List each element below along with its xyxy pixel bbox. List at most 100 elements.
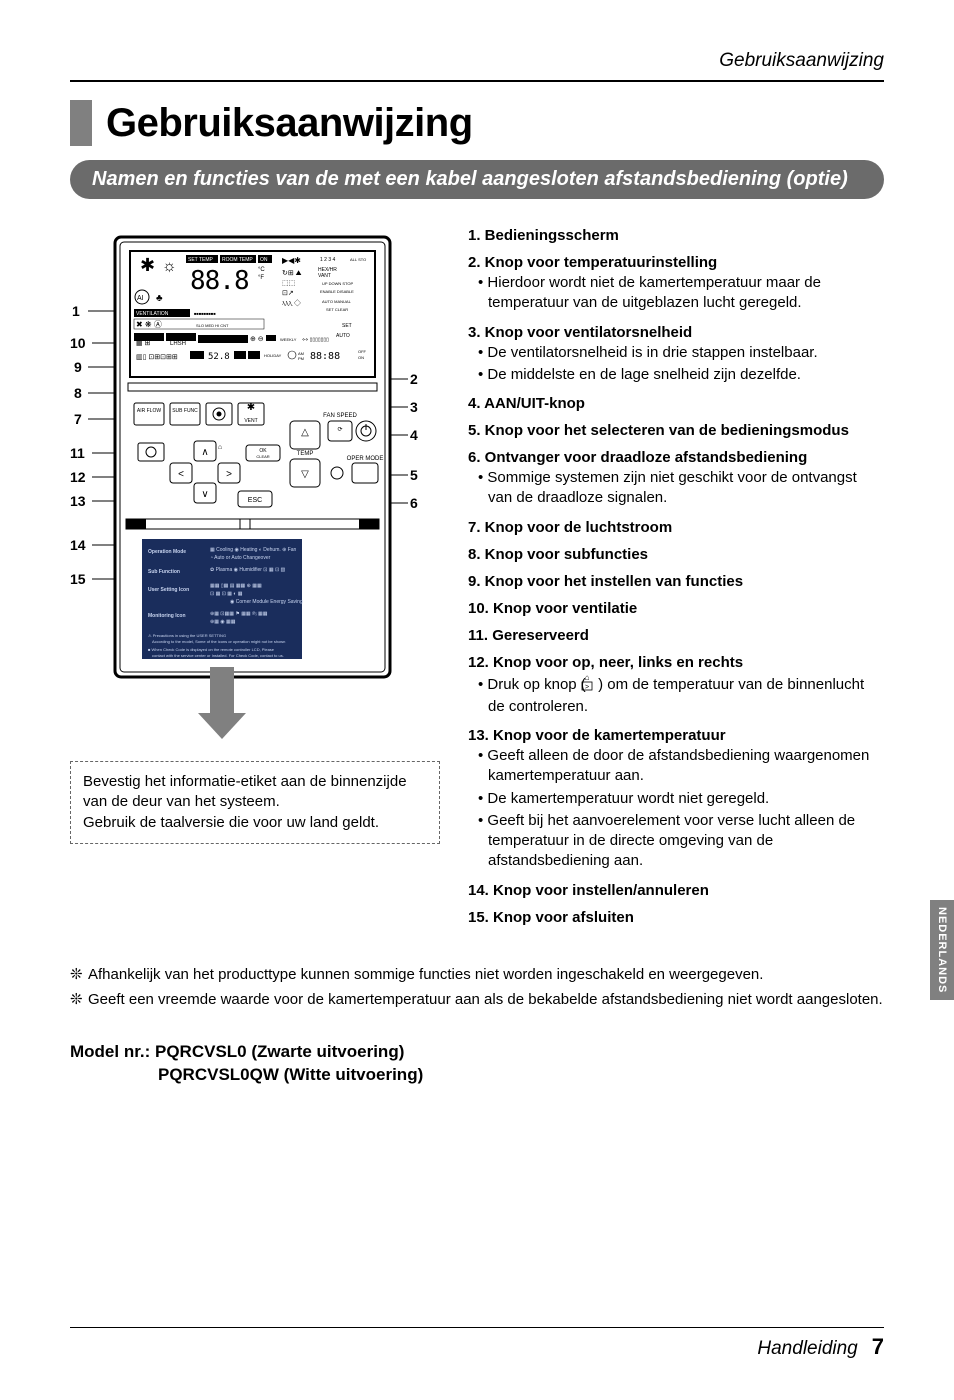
svg-text:↻⊞ ⛰: ↻⊞ ⛰ [282,270,302,277]
item-11: 11. Gereserveerd [468,627,884,644]
item-3-sub-2: De middelste en de lage snelheid zijn de… [488,365,884,385]
svg-text:▶◀✱: ▶◀✱ [282,256,301,265]
svg-text:VENT: VENT [244,418,257,424]
item-13-sub-3: Geeft bij het aanvoerelement voor verse … [488,811,884,872]
svg-text:✿ Plasma ◉ Humidifier ⊡ ▦: ✿ Plasma ◉ Humidifier ⊡ ▦ ⊡ ▨ [210,567,286,573]
svg-text:⟳: ⟳ [337,427,342,433]
svg-text:AIR FLOW: AIR FLOW [137,408,161,414]
svg-text:Monitoring Icon: Monitoring Icon [148,613,186,619]
footer: Handleiding 7 [70,1327,884,1360]
callout-7: 7 [74,411,82,427]
svg-text:ROOM TEMP: ROOM TEMP [222,257,253,263]
svg-text:SUB FUNC: SUB FUNC [172,408,198,414]
item-12: 12. Knop voor op, neer, links en rechts [468,654,884,671]
svg-text:◔ Auto or Auto Changeover: ◔ Auto or Auto Changeover [210,555,271,561]
svg-text:■ When Check Code is displayed: ■ When Check Code is displayed on the re… [148,647,275,652]
svg-text:User Setting Icon: User Setting Icon [148,587,189,593]
item-12-prefix: Druk op knop ( [487,676,590,693]
svg-text:⬚⬚: ⬚⬚ [282,280,295,287]
callout-2: 2 [410,371,418,387]
model-line-2: PQRCVSL0QW (Witte uitvoering) [70,1063,884,1087]
item-4: 4. AAN/UIT-knop [468,395,884,412]
title-row: Gebruiksaanwijzing [70,100,884,146]
svg-text:OFF: OFF [358,349,367,354]
svg-text:ALL STO: ALL STO [350,257,366,262]
svg-text:ESC: ESC [248,497,262,504]
remote-svg: ✱ ☼ SET TEMP ROOM TEMP ON 88.8 °C °F [70,227,440,747]
svg-text:✱: ✱ [140,255,155,275]
svg-text:AUTO: AUTO [336,333,350,339]
svg-text:▦ ⊞: ▦ ⊞ [136,340,151,347]
item-13-sub-1: Geeft alleen de door de afstandsbedienin… [488,746,884,787]
svg-text:⌂: ⌂ [218,444,222,451]
svg-text:°F: °F [258,275,264,281]
subtitle-band: Namen en functies van de met een kabel a… [70,160,884,199]
svg-text:contact with the service cente: contact with the service center or Insta… [152,653,284,658]
svg-text:LHSH: LHSH [170,341,186,347]
remote-diagram: 1 10 9 8 7 11 12 13 14 15 2 3 4 5 6 [70,227,440,747]
footer-text: Handleiding [757,1338,857,1360]
svg-text:ON: ON [358,355,364,360]
svg-text:▥▯ ⊡⊞⊡⊞⊞: ▥▯ ⊡⊞⊡⊞⊞ [136,354,178,361]
item-13-sub-2: De kamertemperatuur wordt niet geregeld. [488,789,884,809]
side-tab-nederlands: NEDERLANDS [930,900,954,1000]
svg-text:▦ Cooling ◉ Heating ◐ Dehu: ▦ Cooling ◉ Heating ◐ Dehum. ⊕ Fan [210,547,297,553]
svg-text:AUTO MANUAL: AUTO MANUAL [322,299,352,304]
callout-11: 11 [70,445,85,461]
svg-text:88.8: 88.8 [190,266,249,296]
svg-text:Operation Mode: Operation Mode [148,549,186,555]
item-15: 15. Knop voor afsluiten [468,909,884,926]
svg-text:■■■■■■■■■: ■■■■■■■■■ [194,311,216,316]
svg-text:△: △ [301,427,309,438]
info-box: Bevestig het informatie-etiket aan de bi… [70,761,440,844]
svg-text:⌂: ⌂ [585,673,590,682]
page-header-right: Gebruiksaanwijzing [70,50,884,72]
note-symbol-1: ❊ [70,964,88,985]
info-line-1: Bevestig het informatie-etiket aan de bi… [83,772,427,813]
svg-text:UP DOWN STOP: UP DOWN STOP [322,281,354,286]
svg-text:⚠ Precautions in using the USE: ⚠ Precautions in using the USER SETTING [148,633,226,638]
svg-text:⋄⋄ ▯▯▯▯▯▯▯: ⋄⋄ ▯▯▯▯▯▯▯ [302,337,329,343]
svg-text:∨: ∨ [201,489,208,500]
title-bar [70,100,92,146]
svg-text:⊡↗: ⊡↗ [282,290,294,297]
callout-3: 3 [410,399,418,415]
svg-text:☼: ☼ [162,258,177,275]
svg-text:VANT: VANT [318,273,331,279]
item-6-sub-1: Sommige systemen zijn niet geschikt voor… [488,468,884,509]
footer-page: 7 [872,1334,884,1360]
item-12-sub-1: • Druk op knop ( ⌂> ) om de temperatuur … [488,673,884,718]
svg-text:88:88: 88:88 [310,351,340,362]
svg-text:>: > [585,684,589,691]
svg-text:OPER MODE: OPER MODE [347,456,384,462]
svg-text:AI: AI [137,295,144,302]
svg-text:✱: ✱ [247,402,255,413]
rule-top [70,80,884,82]
svg-text:▦▦ ▯▦ ▤ ▦▦ ⊕ ▦▦: ▦▦ ▯▦ ▤ ▦▦ ⊕ ▦▦ [210,583,262,589]
svg-text:HOLIDAY: HOLIDAY [264,353,282,358]
callout-9: 9 [74,359,82,375]
model-block: Model nr.: PQRCVSL0 (Zwarte uitvoering) … [70,1040,884,1088]
item-14: 14. Knop voor instellen/annuleren [468,882,884,899]
item-3-sub-1: De ventilatorsnelheid is in drie stappen… [488,343,884,363]
note-symbol-2: ❊ [70,989,88,1010]
svg-text:<: < [178,469,184,480]
svg-text:⊡ ▦ ⊡ ▦ ◐ ▦: ⊡ ▦ ⊡ ▦ ◐ ▦ [210,591,243,597]
item-2: 2. Knop voor temperatuurinstelling [468,254,884,271]
callout-12: 12 [70,469,86,485]
item-1: 1. Bedieningsscherm [468,227,884,244]
callout-1: 1 [72,303,80,319]
item-7: 7. Knop voor de luchtstroom [468,519,884,536]
svg-text:FAN SPEED: FAN SPEED [323,413,357,419]
svg-text:Sub Function: Sub Function [148,569,180,575]
svg-text:✖ ❋ Ⓐ: ✖ ❋ Ⓐ [136,320,162,329]
svg-text:SET: SET [342,323,352,329]
svg-text:CLEAR: CLEAR [256,454,269,459]
note-1: Afhankelijk van het producttype kunnen s… [88,964,763,985]
callout-10: 10 [70,335,86,351]
svg-text:1 2 3 4: 1 2 3 4 [320,257,336,263]
page-title: Gebruiksaanwijzing [106,101,473,146]
svg-text:According to the model, Some o: According to the model, Some of the icon… [152,639,285,644]
item-2-sub-1: Hierdoor wordt niet de kamertemperatuur … [488,273,884,314]
svg-text:>: > [226,469,232,480]
